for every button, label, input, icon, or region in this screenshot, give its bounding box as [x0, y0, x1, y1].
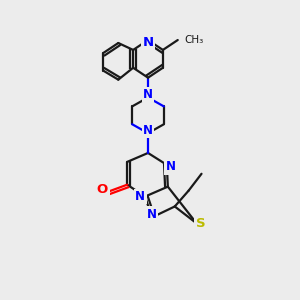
Text: CH₃: CH₃ [185, 35, 204, 45]
Text: S: S [196, 217, 205, 230]
Text: O: O [97, 183, 108, 196]
Text: N: N [135, 190, 145, 203]
Text: N: N [147, 208, 157, 221]
Text: N: N [142, 37, 154, 50]
Text: N: N [143, 88, 153, 101]
Text: N: N [166, 160, 176, 173]
Text: N: N [143, 124, 153, 137]
